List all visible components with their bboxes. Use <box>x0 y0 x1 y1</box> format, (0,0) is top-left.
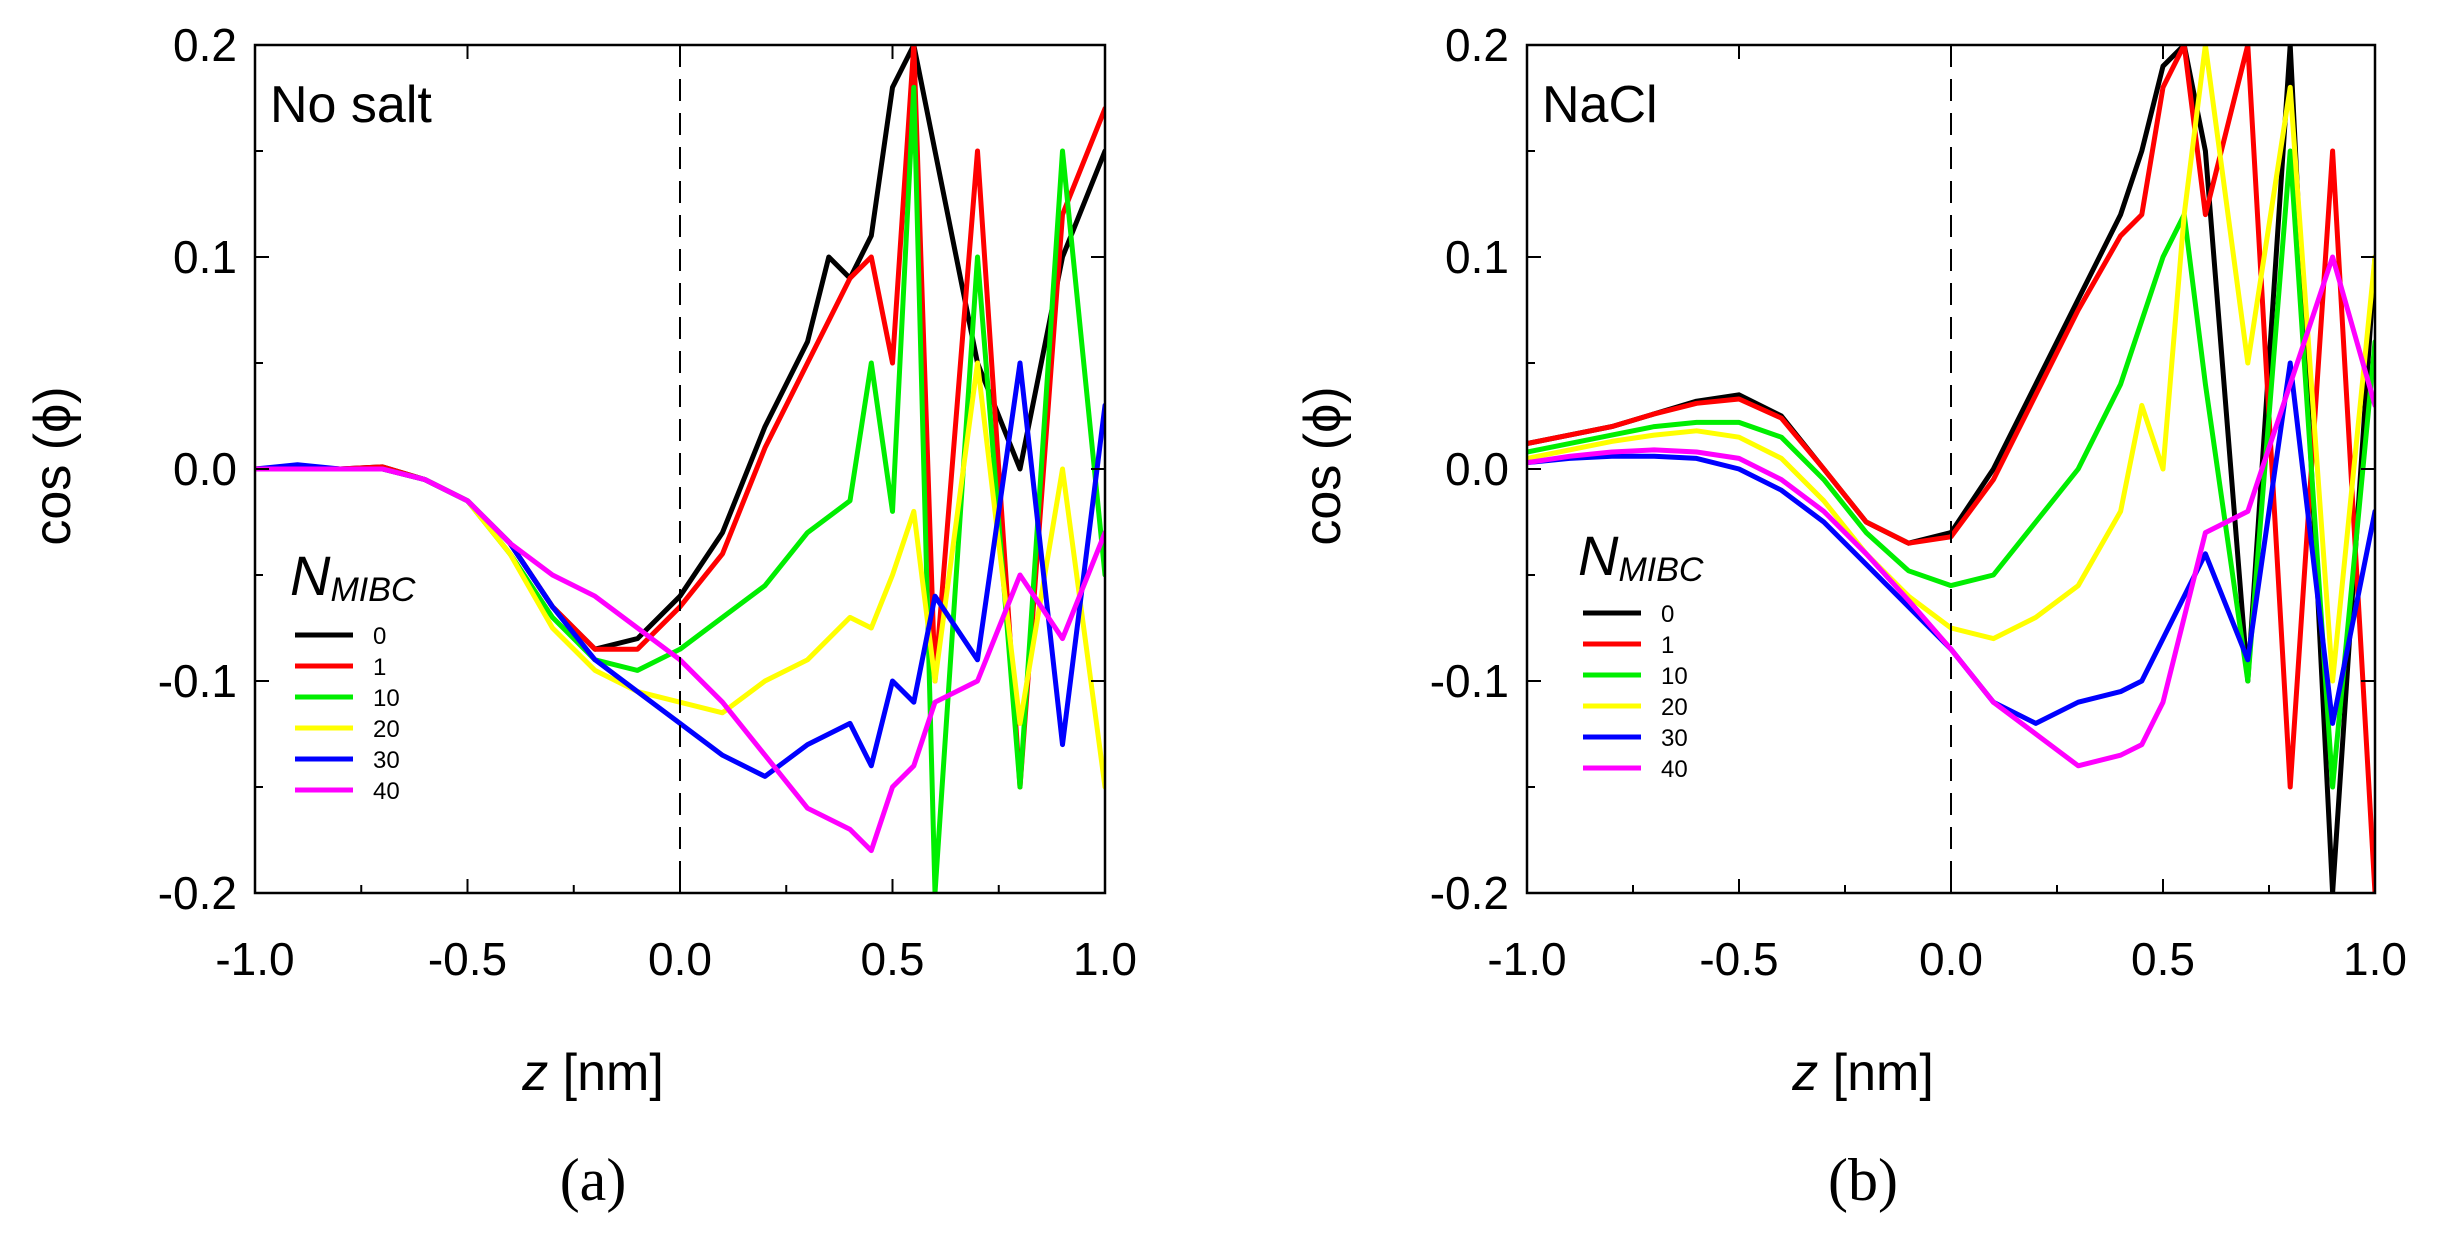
panel-a-ytick-label: -0.2 <box>158 867 237 919</box>
panel-b-xlabel-unit: [nm] <box>1818 1044 1934 1102</box>
panel-b: NaCl (b) z [nm] cos (ϕ) NMIBC -1.0 -0.5 0.… <box>1294 19 2407 1213</box>
panel-a-legend-title: NMIBC <box>290 544 416 609</box>
panel-a-ytick-label: -0.1 <box>158 655 237 707</box>
panel-b-xtick-label: -0.5 <box>1699 933 1778 985</box>
panel-b-ytick-label: 0.0 <box>1445 443 1509 495</box>
panel-b-legend-label-0: 0 <box>1661 601 1674 628</box>
panel-b-xtick-label: 1.0 <box>2343 933 2407 985</box>
panel-a-series-line-40 <box>255 466 1105 854</box>
panel-a-annotation: No salt <box>270 76 432 134</box>
panel-a-legend-label-10: 10 <box>373 685 400 712</box>
panel-a-xtick-label: -0.5 <box>428 933 507 985</box>
panel-a-xtick-label: -1.0 <box>215 933 294 985</box>
panel-b-series-line-10 <box>1527 148 2375 790</box>
panel-b-xtick-label: 0.0 <box>1919 933 1983 985</box>
panel-a-ytick-label: 0.2 <box>173 19 237 71</box>
panel-b-xtick-label: -1.0 <box>1487 933 1566 985</box>
panel-b-legend-label-20: 20 <box>1661 694 1688 721</box>
panel-b-ytick-label: 0.1 <box>1445 231 1509 283</box>
panel-a-xtick-label: 0.5 <box>861 933 925 985</box>
panel-b-xtick-label: 0.5 <box>2131 933 2195 985</box>
panel-b-plot-area <box>1527 45 2375 893</box>
panel-a-plot-area <box>255 45 1105 893</box>
panel-b-legend-n: N <box>1578 524 1619 587</box>
panel-b-label: (b) <box>1828 1147 1898 1213</box>
panel-a-ytick-label: 0.1 <box>173 231 237 283</box>
panel-a-xtick-label: 0.0 <box>648 933 712 985</box>
panel-b-series-line-20 <box>1527 45 2375 684</box>
panel-b-annotation: NaCl <box>1542 76 1658 134</box>
panel-a-xlabel: z [nm] <box>521 1044 664 1102</box>
panel-b-legend-label-1: 1 <box>1661 632 1674 659</box>
panel-a-legend-label-20: 20 <box>373 716 400 743</box>
panel-a-legend-sub: MIBC <box>330 571 415 609</box>
panel-b-xlabel: z [nm] <box>1791 1044 1934 1102</box>
panel-b-legend-title: NMIBC <box>1578 524 1704 589</box>
panel-b-legend-sub: MIBC <box>1618 551 1703 589</box>
panel-a-legend-label-1: 1 <box>373 654 386 681</box>
panel-a-xtick-label: 1.0 <box>1073 933 1137 985</box>
panel-a-legend-n: N <box>290 544 331 607</box>
panel-a-xlabel-var: z <box>521 1044 548 1102</box>
panel-a-legend-label-30: 30 <box>373 747 400 774</box>
panel-b-ylabel: cos (ϕ) <box>1294 386 1352 545</box>
panel-a-legend-label-0: 0 <box>373 623 386 650</box>
panel-a-xlabel-unit: [nm] <box>548 1044 664 1102</box>
panel-a-ylabel: cos (ϕ) <box>24 386 82 545</box>
panel-a-legend-label-40: 40 <box>373 778 400 805</box>
panel-b-legend-label-40: 40 <box>1661 756 1688 783</box>
panel-b-ytick-label: 0.2 <box>1445 19 1509 71</box>
panel-b-xlabel-var: z <box>1791 1044 1818 1102</box>
panel-b-ytick-label: -0.1 <box>1430 655 1509 707</box>
panel-a-ytick-label: 0.0 <box>173 443 237 495</box>
panel-a-label: (a) <box>560 1147 627 1213</box>
panel-b-ytick-label: -0.2 <box>1430 867 1509 919</box>
panel-b-legend-label-30: 30 <box>1661 725 1688 752</box>
panel-b-legend-label-10: 10 <box>1661 663 1688 690</box>
panel-a: No salt (a) z [nm] cos (ϕ) NMIBC -1.0 -0.… <box>24 19 1137 1213</box>
panel-b-series-line-40 <box>1527 254 2375 769</box>
